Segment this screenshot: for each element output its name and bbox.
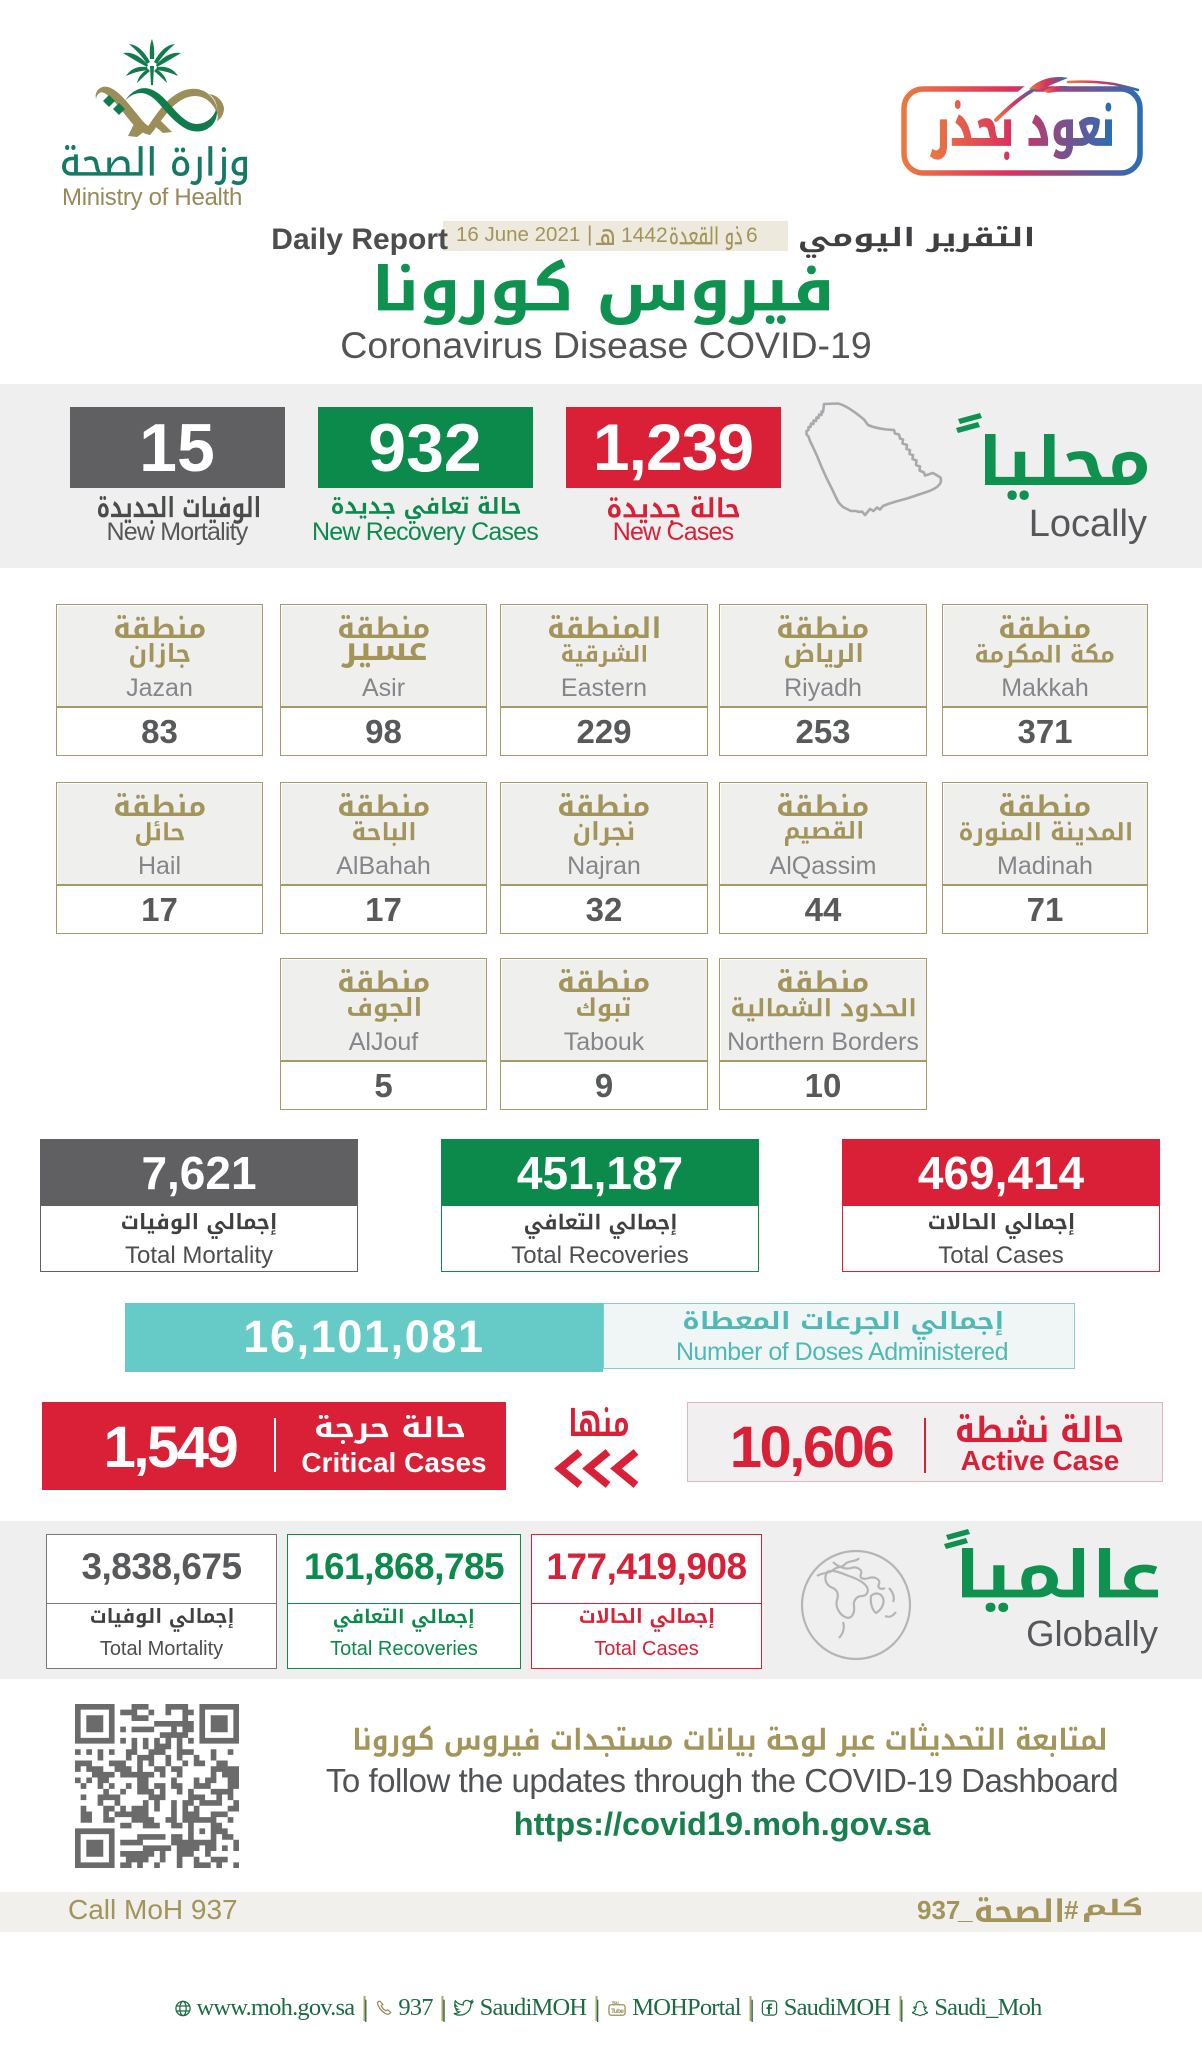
svg-text:You: You — [611, 2000, 619, 2006]
svg-text:Tube: Tube — [611, 2008, 624, 2015]
